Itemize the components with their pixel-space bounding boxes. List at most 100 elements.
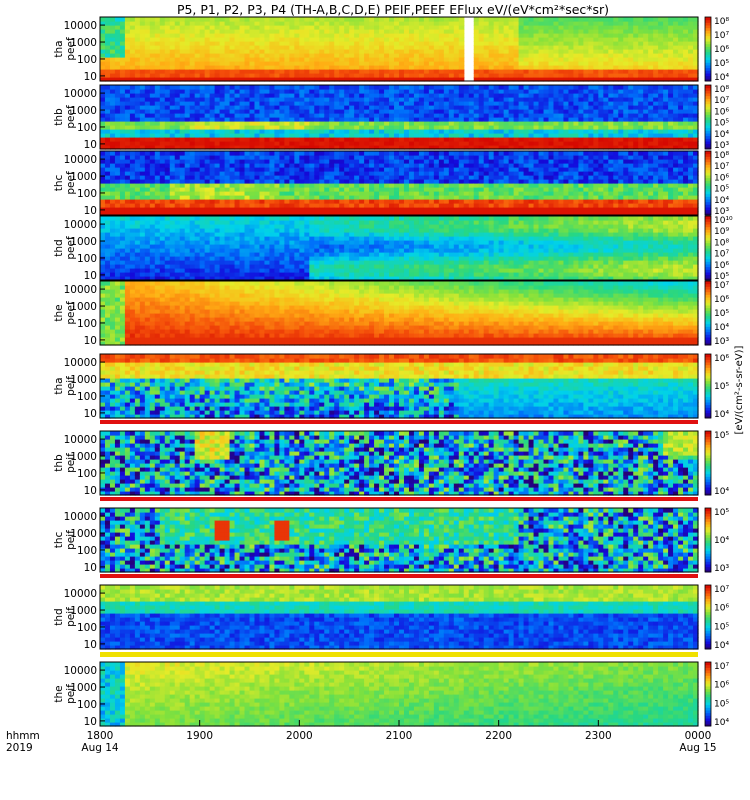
spectrogram-cell xyxy=(119,77,126,82)
spectrogram-cell xyxy=(379,53,385,58)
spectrogram-cell xyxy=(418,133,425,138)
spectrogram-cell xyxy=(334,25,340,30)
spectrogram-cell xyxy=(428,65,435,70)
spectrogram-cell xyxy=(224,17,231,22)
spectrogram-cell xyxy=(244,199,251,204)
spectrogram-cell xyxy=(423,53,430,58)
spectrogram-cell xyxy=(149,37,156,42)
spectrogram-cell xyxy=(264,89,271,94)
spectrogram-cell xyxy=(443,33,450,38)
spectrogram-cell xyxy=(643,97,649,102)
spectrogram-cell xyxy=(279,57,285,62)
spectrogram-cell xyxy=(498,113,505,118)
spectrogram-cell xyxy=(109,97,116,102)
spectrogram-cell xyxy=(503,45,510,50)
spectrogram-cell xyxy=(174,133,181,138)
spectrogram-cell xyxy=(548,101,555,106)
spectrogram-cell xyxy=(144,137,151,142)
spectrogram-cell xyxy=(428,97,435,102)
spectrogram-cell xyxy=(543,29,550,34)
spectrogram-cell xyxy=(169,29,176,34)
spectrogram-cell xyxy=(483,97,490,102)
spectrogram-cell xyxy=(453,97,460,102)
spectrogram-cell xyxy=(413,41,420,46)
spectrogram-cell xyxy=(119,101,126,106)
spectrogram-cell xyxy=(179,179,186,184)
spectrogram-cell xyxy=(259,187,266,192)
spectrogram-cell xyxy=(204,117,211,122)
spectrogram-cell xyxy=(374,101,380,106)
spectrogram-cell xyxy=(114,93,121,98)
spectrogram-cell xyxy=(418,101,425,106)
spectrogram-cell xyxy=(264,199,271,204)
spectrogram-cell xyxy=(259,109,266,114)
spectrogram-cell xyxy=(668,141,674,146)
spectrogram-cell xyxy=(389,37,395,42)
spectrogram-cell xyxy=(219,101,226,106)
spectrogram-cell xyxy=(329,151,335,156)
spectrogram-cell xyxy=(553,61,560,66)
spectrogram-cell xyxy=(154,45,161,50)
spectrogram-cell xyxy=(284,101,290,106)
spectrogram-cell xyxy=(124,69,131,74)
spectrogram-cell xyxy=(523,77,530,82)
spectrogram-cell xyxy=(319,151,325,156)
spectrogram-cell xyxy=(548,45,555,50)
spectrogram-cell xyxy=(413,117,420,122)
spectrogram-cell xyxy=(229,69,236,74)
spectrogram-cell xyxy=(364,17,370,22)
spectrogram-cell xyxy=(433,199,440,204)
spectrogram-cell xyxy=(683,77,689,82)
spectrogram-cell xyxy=(588,69,594,74)
spectrogram-cell xyxy=(254,203,261,208)
spectrogram-cell xyxy=(349,163,355,168)
spectrogram-cell xyxy=(259,57,266,62)
spectrogram-cell xyxy=(428,163,435,168)
spectrogram-cell xyxy=(413,101,420,106)
spectrogram-cell xyxy=(204,191,211,196)
spectrogram-cell xyxy=(324,97,330,102)
spectrogram-cell xyxy=(329,113,335,118)
spectrogram-cell xyxy=(149,69,156,74)
spectrogram-cell xyxy=(174,69,181,74)
spectrogram-cell xyxy=(124,45,131,50)
spectrogram-cell xyxy=(100,69,106,74)
spectrogram-cell xyxy=(164,21,171,26)
spectrogram-cell xyxy=(663,77,669,82)
spectrogram-cell xyxy=(249,73,256,78)
spectrogram-cell xyxy=(558,73,565,78)
spectrogram-cell xyxy=(578,113,584,118)
spectrogram-cell xyxy=(578,21,584,26)
spectrogram-cell xyxy=(159,53,166,58)
spectrogram-cell xyxy=(114,105,121,110)
spectrogram-cell xyxy=(613,121,619,126)
spectrogram-cell xyxy=(658,41,664,46)
spectrogram-cell xyxy=(214,61,221,66)
spectrogram-cell xyxy=(319,85,325,90)
y-tick-label: 10000 xyxy=(64,88,97,100)
spectrogram-cell xyxy=(503,137,510,142)
spectrogram-cell xyxy=(389,45,395,50)
spectrogram-cell xyxy=(274,113,280,118)
spectrogram-cell xyxy=(598,17,604,22)
spectrogram-cell xyxy=(359,21,365,26)
spectrogram-cell xyxy=(673,33,679,38)
spectrogram-cell xyxy=(154,183,161,188)
spectrogram-cell xyxy=(124,101,131,106)
spectrogram-cell xyxy=(174,77,181,82)
spectrogram-cell xyxy=(159,49,166,54)
spectrogram-cell xyxy=(264,53,271,58)
spectrogram-cell xyxy=(254,179,261,184)
spectrogram-cell xyxy=(254,53,261,58)
spectrogram-cell xyxy=(673,133,679,138)
spectrogram-cell xyxy=(418,21,425,26)
spectrogram-cell xyxy=(379,183,385,188)
spectrogram-cell xyxy=(693,93,699,98)
spectrogram-cell xyxy=(364,163,370,168)
spectrogram-cell xyxy=(683,133,689,138)
spectrogram-cell xyxy=(209,191,216,196)
spectrogram-cell xyxy=(139,89,146,94)
spectrogram-cell xyxy=(643,49,649,54)
spectrogram-cell xyxy=(149,191,156,196)
spectrogram-cell xyxy=(344,113,350,118)
